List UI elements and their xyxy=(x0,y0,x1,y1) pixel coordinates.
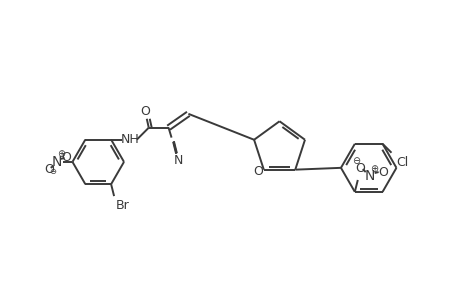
Text: O: O xyxy=(252,165,262,178)
Text: Br: Br xyxy=(116,200,129,212)
Text: N: N xyxy=(364,169,374,183)
Text: O: O xyxy=(140,105,150,118)
Text: Cl: Cl xyxy=(395,156,408,169)
Text: N: N xyxy=(174,154,183,167)
Text: ⊕: ⊕ xyxy=(370,164,378,174)
Text: O: O xyxy=(62,152,71,164)
Text: ⊖: ⊖ xyxy=(49,167,56,176)
Text: O: O xyxy=(378,166,388,178)
Text: O: O xyxy=(354,162,364,175)
Text: N: N xyxy=(51,155,62,169)
Text: ⊖: ⊖ xyxy=(351,156,359,166)
Text: ⊕: ⊕ xyxy=(57,149,66,159)
Text: NH: NH xyxy=(120,133,139,146)
Text: O: O xyxy=(44,163,54,176)
